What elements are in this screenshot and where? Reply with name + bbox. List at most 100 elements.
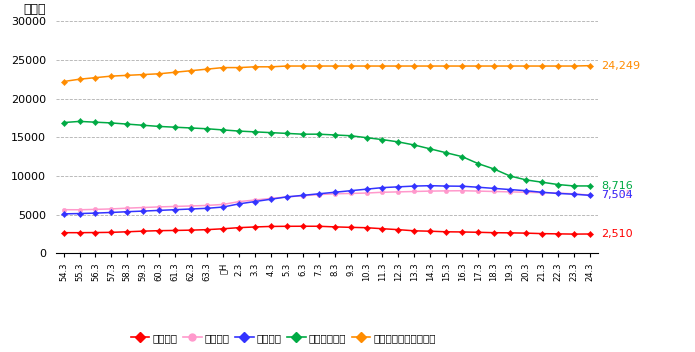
都市銀行 — [283, 224, 291, 228]
地方銀行 — [394, 190, 402, 194]
都市銀行 — [522, 231, 530, 235]
信用金庫 — [187, 207, 195, 211]
都市銀行 — [474, 230, 482, 234]
郵便局ゆうちょ銀行 — [203, 67, 211, 71]
地方銀行 — [330, 192, 338, 196]
農業協同組合 — [91, 120, 99, 124]
地方銀行 — [187, 204, 195, 208]
農業協同組合 — [299, 132, 307, 136]
信用金庫 — [155, 208, 163, 213]
都市銀行 — [554, 232, 562, 236]
都市銀行 — [235, 226, 243, 230]
地方銀行 — [506, 190, 514, 194]
Text: （店）: （店） — [23, 4, 46, 17]
地方銀行 — [410, 189, 418, 194]
農業協同組合 — [586, 184, 594, 188]
地方銀行 — [171, 204, 179, 208]
郵便局ゆうちょ銀行 — [554, 64, 562, 68]
都市銀行 — [91, 231, 99, 235]
信用金庫 — [283, 195, 291, 199]
郵便局ゆうちょ銀行 — [315, 64, 323, 68]
郵便局ゆうちょ銀行 — [219, 65, 227, 70]
地方銀行 — [203, 203, 211, 208]
都市銀行 — [187, 228, 195, 232]
都市銀行 — [362, 226, 370, 230]
都市銀行 — [458, 230, 466, 234]
農業協同組合 — [554, 182, 562, 187]
地方銀行 — [59, 208, 67, 212]
郵便局ゆうちょ銀行 — [123, 73, 131, 77]
郵便局ゆうちょ銀行 — [91, 76, 99, 80]
農業協同組合 — [75, 119, 83, 124]
都市銀行 — [426, 229, 434, 233]
信用金庫 — [474, 185, 482, 189]
郵便局ゆうちょ銀行 — [139, 73, 147, 77]
Text: 7,504: 7,504 — [601, 190, 632, 200]
都市銀行 — [538, 232, 546, 236]
郵便局ゆうちょ銀行 — [187, 69, 195, 73]
農業協同組合 — [506, 174, 514, 178]
都市銀行 — [410, 229, 418, 233]
農業協同組合 — [426, 147, 434, 151]
農業協同組合 — [538, 180, 546, 184]
農業協同組合 — [442, 151, 450, 155]
郵便局ゆうちょ銀行 — [171, 70, 179, 74]
農業協同組合 — [139, 123, 147, 127]
信用金庫 — [75, 212, 83, 216]
郵便局ゆうちょ銀行 — [490, 64, 498, 68]
都市銀行 — [75, 231, 83, 235]
郵便局ゆうちょ銀行 — [362, 64, 370, 68]
都市銀行 — [139, 229, 147, 233]
信用金庫 — [506, 187, 514, 191]
郵便局ゆうちょ銀行 — [235, 65, 243, 70]
農業協同組合 — [171, 125, 179, 129]
信用金庫 — [346, 189, 354, 193]
地方銀行 — [362, 191, 370, 195]
農業協同組合 — [362, 136, 370, 140]
信用金庫 — [330, 190, 338, 194]
地方銀行 — [283, 195, 291, 199]
農業協同組合 — [203, 127, 211, 131]
信用金庫 — [171, 208, 179, 212]
Line: 郵便局ゆうちょ銀行: 郵便局ゆうちょ銀行 — [61, 63, 592, 84]
信用金庫 — [219, 205, 227, 209]
信用金庫 — [410, 184, 418, 188]
農業協同組合 — [187, 126, 195, 130]
郵便局ゆうちょ銀行 — [59, 80, 67, 84]
地方銀行 — [299, 194, 307, 198]
郵便局ゆうちょ銀行 — [330, 64, 338, 68]
地方銀行 — [219, 202, 227, 207]
都市銀行 — [203, 227, 211, 232]
郵便局ゆうちょ銀行 — [394, 64, 402, 68]
地方銀行 — [155, 205, 163, 209]
郵便局ゆうちょ銀行 — [299, 64, 307, 68]
郵便局ゆうちょ銀行 — [522, 64, 530, 68]
郵便局ゆうちょ銀行 — [458, 64, 466, 68]
農業協同組合 — [59, 120, 67, 125]
郵便局ゆうちょ銀行 — [75, 77, 83, 81]
地方銀行 — [522, 190, 530, 194]
農業協同組合 — [251, 130, 259, 134]
信用金庫 — [203, 206, 211, 210]
地方銀行 — [315, 193, 323, 197]
地方銀行 — [538, 190, 546, 195]
Text: 24,249: 24,249 — [601, 61, 640, 71]
郵便局ゆうちょ銀行 — [410, 64, 418, 68]
信用金庫 — [490, 186, 498, 190]
農業協同組合 — [394, 140, 402, 144]
信用金庫 — [522, 189, 530, 193]
郵便局ゆうちょ銀行 — [538, 64, 546, 68]
郵便局ゆうちょ銀行 — [426, 64, 434, 68]
信用金庫 — [538, 190, 546, 194]
農業協同組合 — [267, 131, 275, 135]
信用金庫 — [442, 184, 450, 188]
地方銀行 — [426, 189, 434, 193]
農業協同組合 — [490, 167, 498, 171]
Line: 農業協同組合: 農業協同組合 — [61, 119, 592, 188]
農業協同組合 — [346, 134, 354, 138]
都市銀行 — [267, 224, 275, 228]
地方銀行 — [346, 191, 354, 196]
信用金庫 — [554, 191, 562, 196]
地方銀行 — [570, 192, 578, 196]
Text: 2,510: 2,510 — [601, 229, 632, 239]
